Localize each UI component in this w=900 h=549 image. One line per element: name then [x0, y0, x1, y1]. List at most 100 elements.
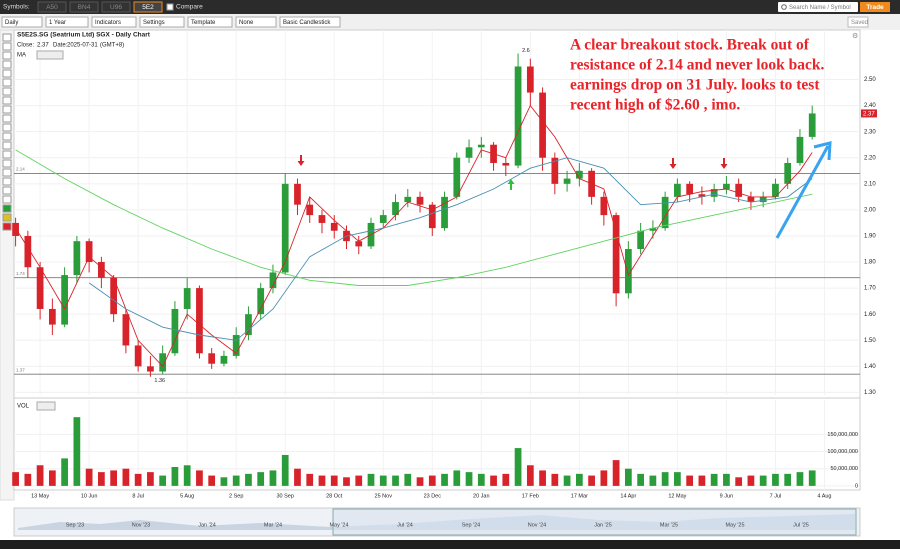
- tool-icon[interactable]: [2, 60, 12, 69]
- x-tick-label: 5 Aug: [180, 493, 194, 499]
- vol-tools[interactable]: [36, 401, 56, 411]
- ma-tools[interactable]: [36, 50, 64, 60]
- tool-icon[interactable]: [2, 42, 12, 51]
- trade-label[interactable]: Trade: [866, 4, 884, 11]
- candle-body: [245, 314, 252, 336]
- tool-icon[interactable]: [2, 222, 12, 231]
- x-tick-label: 28 Oct: [326, 493, 343, 499]
- volume-bar: [735, 477, 743, 486]
- tool-icon[interactable]: [2, 177, 12, 186]
- symbol-tab-label[interactable]: BN4: [78, 4, 91, 11]
- volume-bar: [723, 473, 730, 486]
- annotation-line: resistance of 2.14 and never look back.: [570, 57, 824, 74]
- red-arrow: [669, 158, 677, 169]
- tool-icon[interactable]: [2, 186, 12, 195]
- control-dropdown[interactable]: [139, 16, 185, 28]
- candle-body: [759, 196, 767, 203]
- candle-body: [637, 230, 644, 249]
- tool-icon[interactable]: [2, 87, 12, 96]
- saved-button[interactable]: [847, 16, 869, 28]
- symbol-tab[interactable]: [69, 1, 99, 13]
- candle-body: [465, 147, 473, 158]
- volume-bar: [257, 472, 265, 486]
- saved-label[interactable]: Saved: [851, 20, 868, 26]
- symbol-tab-label[interactable]: U96: [110, 4, 122, 11]
- date-value: 2025-07-31: [67, 43, 98, 49]
- control-label[interactable]: Daily: [5, 20, 18, 26]
- control-dropdown[interactable]: [45, 16, 89, 28]
- symbol-tab[interactable]: [101, 1, 131, 13]
- control-label[interactable]: Settings: [143, 20, 165, 26]
- candle-body: [453, 157, 461, 197]
- volume-bar: [808, 470, 816, 486]
- tool-icon[interactable]: [2, 114, 12, 123]
- candle-body: [159, 353, 167, 372]
- tool-icon[interactable]: [2, 141, 12, 150]
- tool-icon[interactable]: [2, 195, 12, 204]
- tool-icon[interactable]: [2, 78, 12, 87]
- tool-icon[interactable]: [2, 168, 12, 177]
- control-dropdown[interactable]: [91, 16, 137, 28]
- volume-bar: [551, 473, 559, 486]
- labels: 1.30 1.40 1.50 1.60 1.70 1.80 1.90 2.00 2.10 2.20…: [31, 48, 877, 499]
- y-tick-label: 2.10: [864, 181, 876, 187]
- volume-bar: [367, 473, 375, 486]
- tool-icon[interactable]: [2, 105, 12, 114]
- candle-body: [183, 288, 191, 309]
- tool-icon[interactable]: [2, 123, 12, 132]
- navigator-window[interactable]: [332, 508, 857, 536]
- controls: Daily 1 Year Indicators Settings Template Non…: [1, 16, 341, 28]
- control-dropdown[interactable]: [279, 16, 341, 28]
- tool-icon[interactable]: [2, 150, 12, 159]
- volume-bar: [171, 466, 179, 486]
- symbol-tab[interactable]: [37, 1, 67, 13]
- search-placeholder[interactable]: Search Name / Symbol: [789, 5, 851, 11]
- control-dropdown[interactable]: [1, 16, 43, 28]
- compare-label[interactable]: Compare: [176, 4, 203, 11]
- tool-icon[interactable]: [2, 204, 12, 213]
- control-dropdown[interactable]: [235, 16, 277, 28]
- compare-checkbox[interactable]: [166, 3, 174, 11]
- x-tick-label: 2 Sep: [229, 493, 243, 499]
- red-arrow: [297, 155, 305, 166]
- candle-body: [428, 204, 436, 229]
- y-tick-label: 1.30: [864, 390, 876, 396]
- ma-label: MA: [17, 53, 26, 59]
- y-tick-label: 1.60: [864, 312, 876, 318]
- volume-bar: [122, 468, 130, 486]
- candle-body: [526, 66, 534, 93]
- navigator-label: May '25: [725, 522, 744, 528]
- tool-icon[interactable]: [2, 96, 12, 105]
- tool-icon[interactable]: [2, 51, 12, 60]
- tool-icon[interactable]: [2, 213, 12, 222]
- tool-icon[interactable]: [2, 132, 12, 141]
- symbol-tab[interactable]: [133, 1, 163, 13]
- candle-body: [661, 196, 669, 229]
- volume-bar: [477, 473, 485, 486]
- candle-body: [220, 355, 228, 364]
- volume-bar: [453, 470, 461, 486]
- candle-body: [674, 183, 681, 197]
- level-label: 1.74: [16, 271, 25, 276]
- control-label[interactable]: Indicators: [95, 20, 121, 26]
- grid: [14, 30, 860, 490]
- volume-bar: [245, 473, 252, 486]
- control-label[interactable]: None: [239, 20, 254, 26]
- tool-icon[interactable]: [2, 69, 12, 78]
- control-label[interactable]: Template: [191, 20, 216, 26]
- search-box[interactable]: [778, 2, 858, 12]
- symbol-tab-label[interactable]: 5E2: [142, 4, 154, 11]
- tool-icon[interactable]: [2, 33, 12, 42]
- control-dropdown[interactable]: [187, 16, 233, 28]
- symbol-tab-label[interactable]: A50: [46, 4, 58, 11]
- x-tick-label: 30 Sep: [276, 493, 293, 499]
- control-label[interactable]: Basic Candlestick: [283, 20, 331, 26]
- trade-button[interactable]: [860, 2, 890, 12]
- volume-label: VOL: [17, 404, 30, 410]
- volume-tick-label: 50,000,000: [830, 466, 858, 472]
- control-label[interactable]: 1 Year: [49, 20, 66, 26]
- x-tick-label: 7 Jul: [770, 493, 782, 499]
- tool-icon[interactable]: [2, 159, 12, 168]
- settings-icon[interactable]: ⚙: [852, 32, 858, 40]
- top-toolbar: [0, 0, 900, 14]
